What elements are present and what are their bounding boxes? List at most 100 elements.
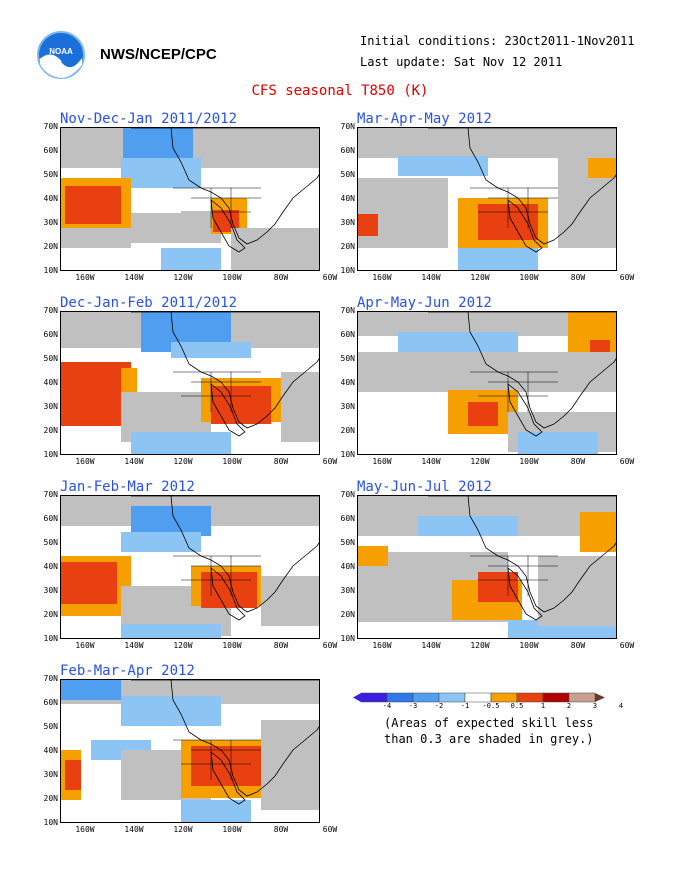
lat-label: 70N xyxy=(340,306,355,315)
lat-label: 20N xyxy=(43,242,58,251)
state-borders xyxy=(173,187,261,228)
state-borders xyxy=(470,371,558,412)
lon-label: 140W xyxy=(124,273,144,282)
colorbar-swatch xyxy=(438,692,466,703)
anomaly-region xyxy=(61,562,117,604)
anomaly-region xyxy=(358,546,388,566)
anomaly-region xyxy=(213,210,239,232)
lon-label: 100W xyxy=(222,273,242,282)
panel-title: May-Jun-Jul 2012 xyxy=(357,479,492,495)
lon-label: 120W xyxy=(470,457,490,466)
anomaly-region xyxy=(588,158,616,178)
lon-label: 100W xyxy=(519,641,539,650)
colorbar-swatch xyxy=(464,692,492,703)
lat-label: 70N xyxy=(43,122,58,131)
coastline xyxy=(507,383,543,437)
skill-note-line2: than 0.3 are shaded in grey.) xyxy=(384,732,594,746)
lat-label: 20N xyxy=(340,610,355,619)
lon-label: 140W xyxy=(124,641,144,650)
lat-label: 40N xyxy=(43,194,58,203)
lon-label: 60W xyxy=(619,641,635,650)
colorbar-swatch xyxy=(386,692,414,703)
anomaly-region xyxy=(398,156,488,176)
page-title: CFS seasonal T850 (K) xyxy=(251,83,429,99)
coastline xyxy=(428,312,616,429)
lat-label: 70N xyxy=(43,674,58,683)
temperature-map xyxy=(60,495,320,639)
lon-label: 140W xyxy=(421,273,441,282)
lon-label: 80W xyxy=(273,641,289,650)
lon-label: 80W xyxy=(273,273,289,282)
anomaly-region xyxy=(121,696,221,726)
lat-label: 30N xyxy=(340,586,355,595)
lon-label: 160W xyxy=(75,273,95,282)
panel-title: Jan-Feb-Mar 2012 xyxy=(60,479,195,495)
colorbar-swatch xyxy=(542,692,570,703)
lat-label: 10N xyxy=(340,266,355,275)
state-borders xyxy=(173,739,261,780)
skill-note-line1: (Areas of expected skill less xyxy=(384,716,594,730)
lon-label: 100W xyxy=(222,457,242,466)
lat-label: 20N xyxy=(340,426,355,435)
lon-label: 80W xyxy=(273,825,289,834)
lon-label: 60W xyxy=(322,825,338,834)
lat-label: 60N xyxy=(340,330,355,339)
colorbar-tick-label: -1 xyxy=(460,702,470,710)
panel-title: Apr-May-Jun 2012 xyxy=(357,295,492,311)
lon-label: 80W xyxy=(273,457,289,466)
lat-label: 30N xyxy=(340,402,355,411)
anomaly-region xyxy=(121,532,201,552)
state-borders xyxy=(173,555,261,596)
colorbar-swatch xyxy=(568,692,596,703)
lat-label: 10N xyxy=(43,266,58,275)
lon-label: 120W xyxy=(173,641,193,650)
colorbar-tick-label: 0.5 xyxy=(510,702,524,710)
anomaly-region xyxy=(398,332,518,352)
lat-label: 40N xyxy=(43,562,58,571)
anomaly-region xyxy=(358,178,448,248)
coastline xyxy=(428,496,616,613)
lon-label: 140W xyxy=(124,825,144,834)
coastline xyxy=(507,567,543,621)
lat-label: 70N xyxy=(43,306,58,315)
lat-label: 40N xyxy=(340,378,355,387)
colorbar-swatch xyxy=(516,692,544,703)
lat-label: 70N xyxy=(43,490,58,499)
coastline xyxy=(131,680,319,797)
colorbar-tick-label: -4 xyxy=(382,702,392,710)
anomaly-region xyxy=(231,228,319,270)
lon-label: 160W xyxy=(372,641,392,650)
coastline xyxy=(210,751,246,805)
lat-label: 10N xyxy=(340,450,355,459)
anomaly-region xyxy=(261,720,319,810)
colorbar-high-arrow xyxy=(595,693,605,702)
lat-label: 50N xyxy=(340,354,355,363)
lat-label: 40N xyxy=(340,194,355,203)
temperature-map xyxy=(357,127,617,271)
lon-label: 100W xyxy=(222,825,242,834)
lon-label: 120W xyxy=(173,825,193,834)
lon-label: 120W xyxy=(470,641,490,650)
temperature-map xyxy=(357,495,617,639)
coastline xyxy=(131,128,319,245)
panel-title: Dec-Jan-Feb 2011/2012 xyxy=(60,295,238,311)
lon-label: 60W xyxy=(619,457,635,466)
lat-label: 70N xyxy=(340,122,355,131)
colorbar-tick-label: -0.5 xyxy=(482,702,500,710)
last-update: Last update: Sat Nov 12 2011 xyxy=(360,55,563,69)
anomaly-region xyxy=(181,800,251,822)
lat-label: 20N xyxy=(43,610,58,619)
panel-title: Mar-Apr-May 2012 xyxy=(357,111,492,127)
lat-label: 60N xyxy=(43,698,58,707)
lat-label: 30N xyxy=(43,586,58,595)
coastline xyxy=(210,567,246,621)
coastline xyxy=(507,199,543,253)
anomaly-region xyxy=(418,516,518,536)
lat-label: 60N xyxy=(43,330,58,339)
colorbar-swatch xyxy=(360,692,388,703)
lon-label: 80W xyxy=(570,457,586,466)
lon-label: 60W xyxy=(322,641,338,650)
initial-conditions: Initial conditions: 23Oct2011-1Nov2011 xyxy=(360,34,635,48)
colorbar-tick-label: -3 xyxy=(408,702,418,710)
temperature-map xyxy=(60,679,320,823)
